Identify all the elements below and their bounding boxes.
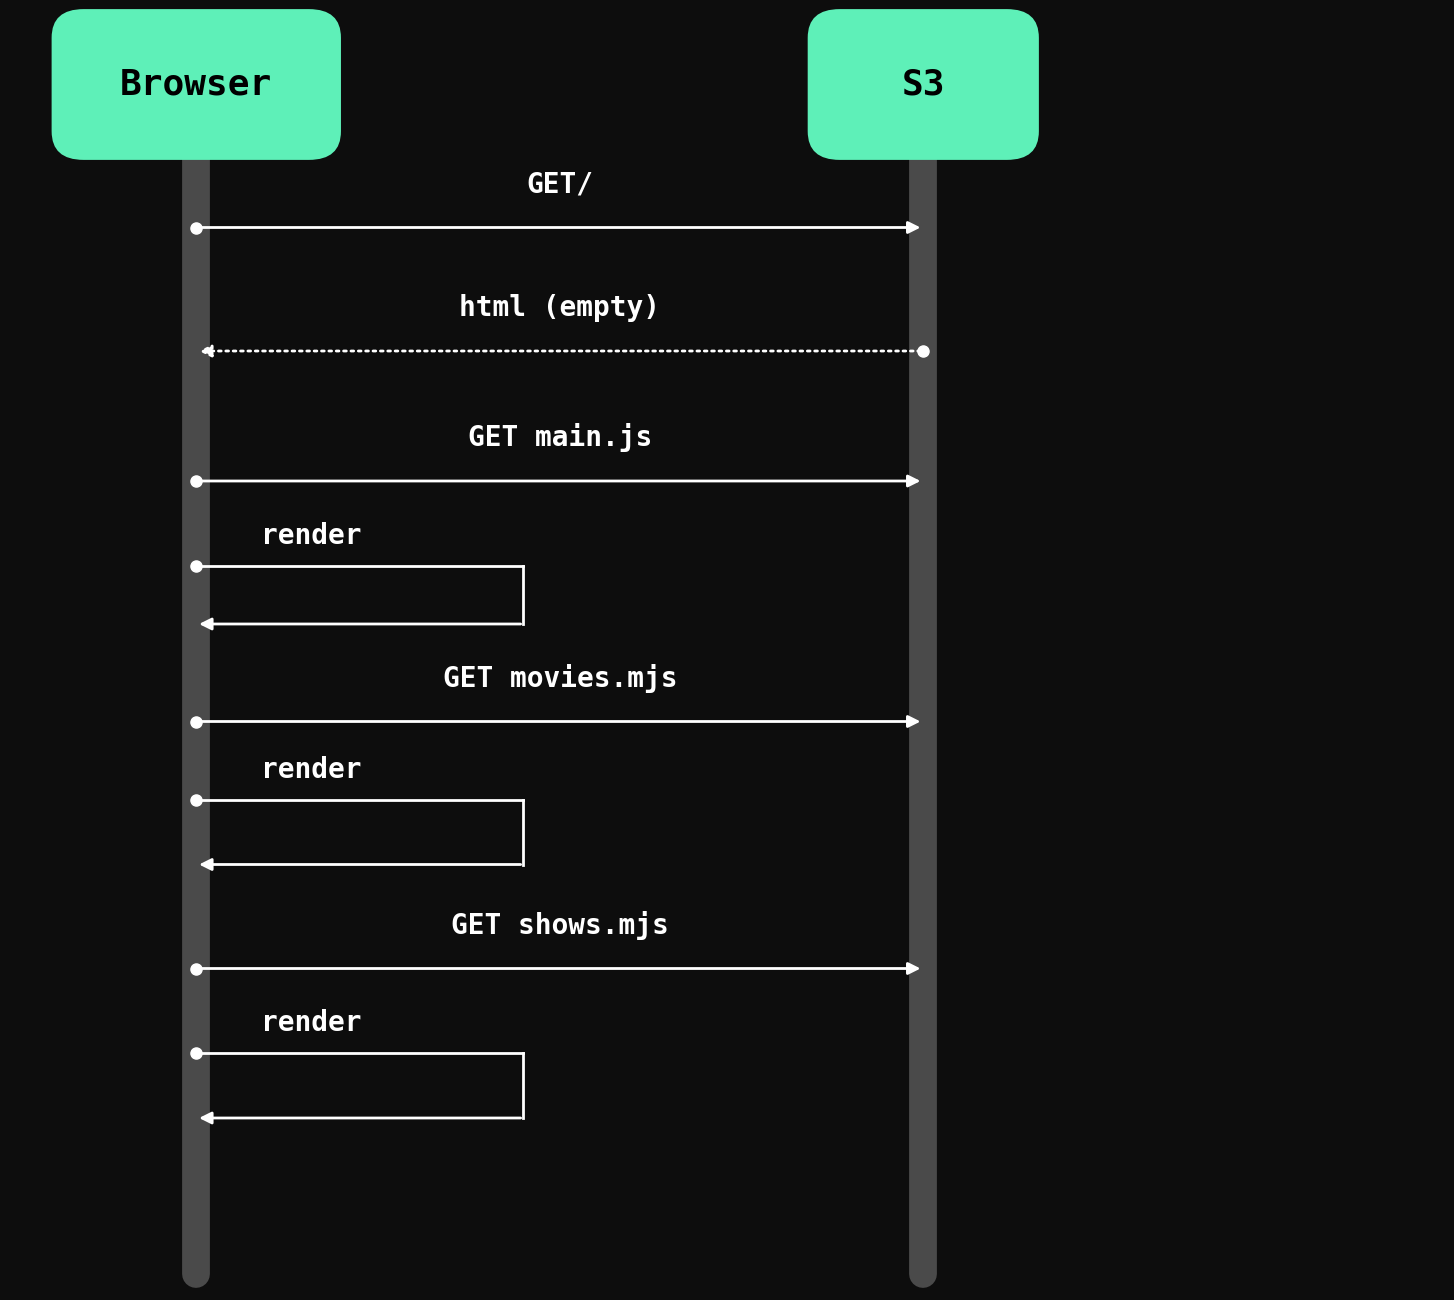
Text: GET shows.mjs: GET shows.mjs [451, 911, 669, 940]
Text: render: render [260, 1009, 361, 1037]
FancyBboxPatch shape [808, 9, 1038, 160]
Text: GET main.js: GET main.js [468, 424, 651, 452]
Text: GET/: GET/ [526, 170, 593, 199]
Text: html (empty): html (empty) [459, 294, 660, 322]
Text: S3: S3 [901, 68, 945, 101]
Text: Browser: Browser [121, 68, 272, 101]
FancyBboxPatch shape [52, 9, 340, 160]
Text: render: render [260, 521, 361, 550]
Text: render: render [260, 755, 361, 784]
Text: GET movies.mjs: GET movies.mjs [442, 664, 678, 693]
